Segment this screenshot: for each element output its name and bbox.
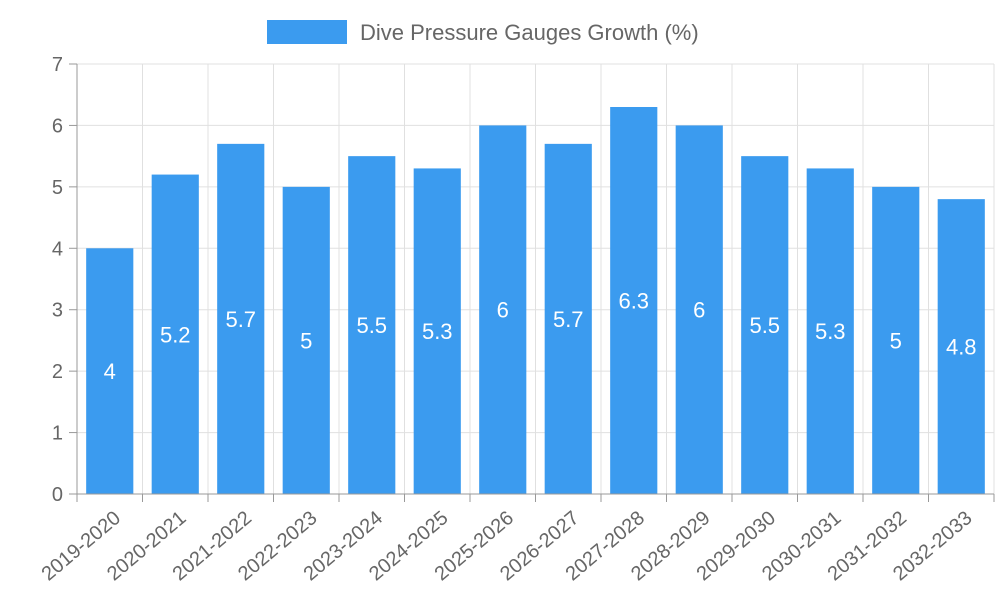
bar-value-label: 5.5 (356, 313, 387, 338)
y-axis-ticks: 0 1 2 3 4 5 6 7 (52, 54, 63, 506)
bar (479, 125, 527, 494)
bar (741, 156, 789, 494)
bar (217, 143, 265, 494)
bar (348, 156, 396, 494)
bar-value-label: 4.8 (946, 335, 977, 360)
bar-value-label: 5.2 (160, 322, 191, 347)
bar-value-label: 5.7 (553, 307, 584, 332)
legend[interactable]: Dive Pressure Gauges Growth (%) (267, 20, 699, 45)
y-tick-label: 0 (52, 484, 63, 506)
bar (86, 248, 134, 494)
bar-value-label: 6 (497, 298, 509, 323)
bar (806, 168, 854, 494)
legend-swatch (267, 20, 347, 44)
bar (151, 174, 199, 495)
bar-value-label: 5.3 (422, 319, 453, 344)
bar (937, 199, 985, 494)
y-tick-label: 2 (52, 361, 63, 383)
y-tick-label: 4 (52, 238, 63, 260)
y-tick-label: 6 (52, 115, 63, 137)
bar (610, 107, 658, 494)
y-tick-label: 1 (52, 423, 63, 445)
bar-value-label: 5 (300, 328, 312, 353)
bar (544, 143, 592, 494)
bar (872, 186, 920, 494)
bar-value-label: 6.3 (618, 289, 649, 314)
bar-value-label: 6 (693, 298, 705, 323)
bar-labels: 4 5.2 5.7 5 5.5 5.3 6 5.7 6.3 6 5.5 5.3 5 4.8 (104, 289, 977, 385)
y-tick-label: 7 (52, 54, 63, 76)
bar-value-label: 5 (890, 328, 902, 353)
bar (413, 168, 461, 494)
bar-value-label: 5.5 (749, 313, 780, 338)
axes (69, 63, 995, 502)
bar-value-label: 5.7 (225, 307, 256, 332)
bar-value-label: 5.3 (815, 319, 846, 344)
y-tick-label: 3 (52, 300, 63, 322)
gridlines (76, 63, 995, 495)
x-axis-ticks: 2019-20202020-20212021-20222022-20232023… (38, 507, 977, 585)
bar (675, 125, 723, 494)
legend-label: Dive Pressure Gauges Growth (%) (360, 20, 699, 45)
bar (282, 186, 330, 494)
y-tick-label: 5 (52, 177, 63, 199)
bars (86, 107, 985, 495)
bar-value-label: 4 (104, 359, 116, 384)
